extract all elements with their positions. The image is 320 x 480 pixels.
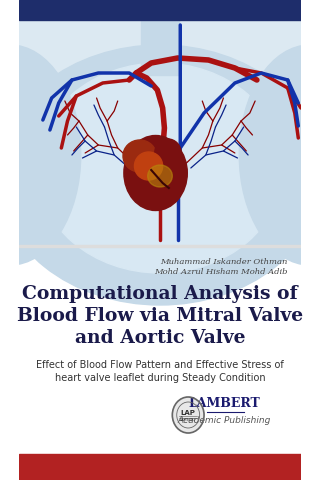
Bar	[19, 20, 301, 245]
Bar	[19, 245, 301, 247]
Circle shape	[172, 397, 204, 433]
Text: LAMBERT: LAMBERT	[188, 397, 260, 410]
Text: LAP: LAP	[181, 410, 196, 416]
Text: Effect of Blood Flow Pattern and Effective Stress of
heart valve leaflet during : Effect of Blood Flow Pattern and Effecti…	[36, 360, 284, 383]
Ellipse shape	[37, 63, 283, 273]
Text: Computational Analysis of
Blood Flow via Mitral Valve
and Aortic Valve: Computational Analysis of Blood Flow via…	[17, 285, 303, 348]
Bar	[140, 20, 180, 75]
Text: Mohd Azrul Hisham Mohd Adib: Mohd Azrul Hisham Mohd Adib	[154, 268, 288, 276]
Bar	[19, 454, 301, 480]
Ellipse shape	[155, 139, 181, 167]
Bar	[19, 0, 301, 20]
Ellipse shape	[148, 165, 172, 187]
Ellipse shape	[134, 152, 163, 180]
Ellipse shape	[0, 45, 81, 265]
Ellipse shape	[239, 45, 320, 265]
Text: LAMBERT: LAMBERT	[180, 418, 196, 422]
Ellipse shape	[123, 140, 156, 172]
Text: Muhammad Iskander Othman: Muhammad Iskander Othman	[160, 258, 288, 266]
Ellipse shape	[0, 45, 320, 305]
Text: Academic Publishing: Academic Publishing	[178, 416, 271, 425]
Ellipse shape	[124, 135, 187, 211]
